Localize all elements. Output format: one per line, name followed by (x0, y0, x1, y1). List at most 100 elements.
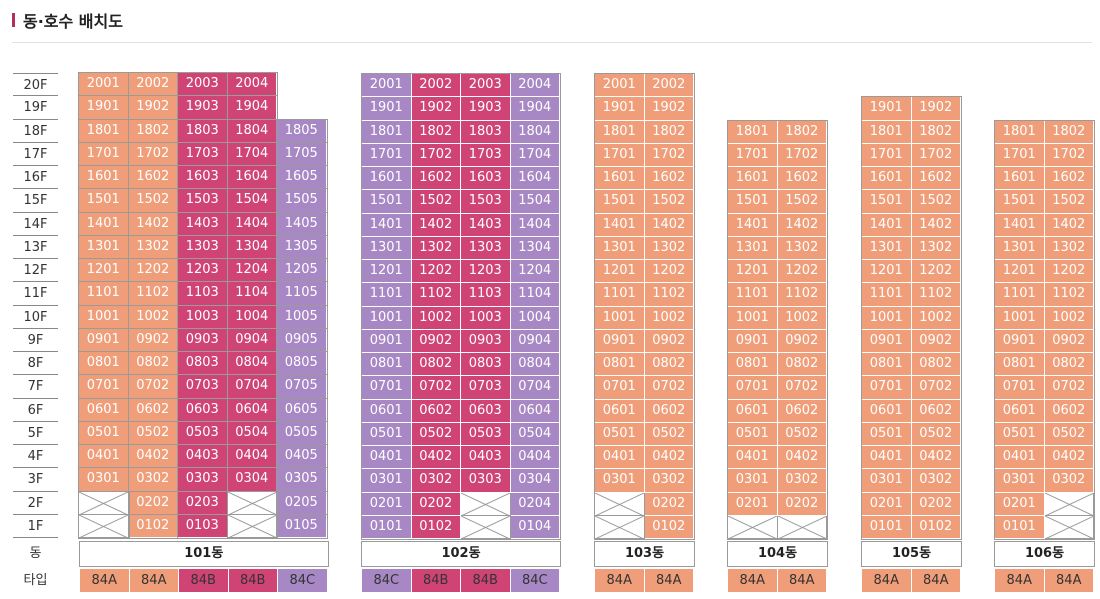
unit-cell[interactable]: 0705 (276, 374, 328, 400)
unit-cell[interactable]: 0601 (78, 397, 130, 423)
unit-cell[interactable]: 0305 (276, 467, 328, 493)
unit-cell[interactable]: 1001 (78, 304, 130, 330)
unit-cell[interactable]: 1402 (644, 213, 694, 237)
unit-cell[interactable]: 1201 (595, 260, 645, 284)
unit-cell[interactable]: 1002 (1044, 306, 1094, 330)
unit-cell[interactable]: 1004 (226, 304, 278, 330)
unit-cell[interactable]: 0801 (595, 353, 645, 377)
unit-cell[interactable]: 1101 (728, 283, 778, 307)
unit-cell[interactable]: 0601 (728, 399, 778, 423)
unit-cell[interactable]: 0701 (728, 376, 778, 400)
unit-cell[interactable]: 1204 (226, 257, 278, 284)
unit-cell[interactable]: 1903 (177, 95, 229, 121)
unit-cell[interactable]: 1402 (411, 213, 461, 237)
unit-cell[interactable]: 1001 (595, 306, 645, 330)
unit-cell[interactable]: 1302 (911, 236, 961, 260)
unit-cell[interactable]: 0503 (461, 422, 511, 446)
unit-cell[interactable]: 1501 (995, 190, 1045, 214)
unit-cell[interactable]: 1102 (1044, 283, 1094, 307)
unit-cell[interactable]: 1601 (595, 167, 645, 191)
unit-cell[interactable]: 0101 (362, 515, 412, 539)
unit-cell[interactable]: 1102 (911, 283, 961, 307)
unit-cell[interactable]: 0601 (995, 399, 1045, 423)
unit-cell[interactable]: 1502 (911, 190, 961, 214)
unit-cell[interactable]: 1103 (177, 281, 229, 307)
unit-cell[interactable]: 1401 (728, 213, 778, 237)
unit-cell[interactable]: 0801 (78, 350, 130, 377)
unit-cell[interactable]: 0901 (995, 329, 1045, 353)
unit-cell[interactable]: 0404 (226, 443, 278, 470)
unit-cell[interactable]: 1205 (276, 257, 328, 284)
unit-cell[interactable]: 0701 (595, 376, 645, 400)
unit-cell[interactable]: 1304 (226, 234, 278, 261)
unit-cell[interactable]: 1602 (411, 167, 461, 191)
unit-cell[interactable]: 0302 (411, 469, 461, 493)
unit-cell[interactable]: 1303 (177, 234, 229, 261)
unit-cell[interactable]: 0702 (777, 376, 827, 400)
unit-cell[interactable]: 0102 (644, 515, 694, 539)
unit-cell[interactable]: 0801 (862, 353, 912, 377)
unit-cell[interactable]: 1903 (461, 97, 511, 121)
unit-cell[interactable]: 1901 (862, 97, 912, 121)
unit-cell[interactable]: 2001 (78, 71, 130, 98)
unit-cell[interactable]: 1503 (177, 188, 229, 214)
unit-cell[interactable]: 1102 (411, 283, 461, 307)
unit-cell[interactable]: 0501 (595, 422, 645, 446)
unit-cell[interactable]: 0401 (362, 446, 412, 470)
unit-cell[interactable]: 1901 (595, 97, 645, 121)
unit-cell[interactable]: 1901 (362, 97, 412, 121)
unit-cell[interactable]: 1604 (226, 164, 278, 191)
unit-cell[interactable]: 0902 (644, 329, 694, 353)
unit-cell[interactable]: 0902 (411, 329, 461, 353)
unit-cell[interactable]: 1904 (510, 97, 560, 121)
unit-cell[interactable]: 1501 (78, 188, 130, 214)
unit-cell[interactable]: 0303 (461, 469, 511, 493)
unit-cell[interactable]: 0902 (911, 329, 961, 353)
unit-cell[interactable]: 1602 (911, 167, 961, 191)
unit-cell[interactable]: 1505 (276, 188, 328, 214)
unit-cell[interactable]: 1502 (127, 188, 179, 214)
unit-cell[interactable]: 0401 (595, 446, 645, 470)
unit-cell[interactable]: 0601 (362, 399, 412, 423)
unit-cell[interactable]: 1204 (510, 260, 560, 284)
unit-cell[interactable]: 2003 (461, 74, 511, 98)
unit-cell[interactable]: 0402 (127, 443, 179, 470)
unit-cell[interactable]: 1201 (362, 260, 412, 284)
unit-cell[interactable]: 1802 (127, 118, 179, 144)
unit-cell[interactable]: 0102 (411, 515, 461, 539)
unit-cell[interactable]: 0301 (728, 469, 778, 493)
unit-cell[interactable]: 0201 (728, 492, 778, 516)
unit-cell[interactable]: 0602 (411, 399, 461, 423)
unit-cell[interactable]: 1802 (411, 120, 461, 144)
unit-cell[interactable]: 0802 (911, 353, 961, 377)
unit-cell[interactable]: 1001 (862, 306, 912, 330)
unit-cell[interactable]: 1702 (127, 141, 179, 168)
unit-cell[interactable]: 1802 (1044, 120, 1094, 144)
unit-cell[interactable]: 1703 (461, 143, 511, 167)
unit-cell[interactable]: 0203 (177, 490, 229, 516)
unit-cell[interactable]: 1601 (78, 164, 130, 191)
unit-cell[interactable]: 1902 (411, 97, 461, 121)
unit-cell[interactable]: 0301 (362, 469, 412, 493)
unit-cell[interactable]: 1305 (276, 234, 328, 261)
unit-cell[interactable]: 1101 (78, 281, 130, 307)
unit-cell[interactable]: 0405 (276, 443, 328, 470)
unit-cell[interactable]: 0105 (276, 513, 328, 540)
unit-cell[interactable]: 0205 (276, 490, 328, 516)
unit-cell[interactable]: 1902 (911, 97, 961, 121)
unit-cell[interactable]: 0302 (777, 469, 827, 493)
unit-cell[interactable]: 1602 (127, 164, 179, 191)
unit-cell[interactable]: 0304 (226, 467, 278, 493)
unit-cell[interactable]: 0501 (362, 422, 412, 446)
unit-cell[interactable]: 1202 (644, 260, 694, 284)
unit-cell[interactable]: 0701 (78, 374, 130, 400)
unit-cell[interactable]: 1601 (995, 167, 1045, 191)
unit-cell[interactable]: 1801 (595, 120, 645, 144)
unit-cell[interactable]: 1401 (862, 213, 912, 237)
unit-cell[interactable]: 0803 (177, 350, 229, 377)
unit-cell[interactable]: 1002 (911, 306, 961, 330)
unit-cell[interactable]: 1901 (78, 95, 130, 121)
unit-cell[interactable]: 0902 (127, 327, 179, 354)
unit-cell[interactable]: 0803 (461, 353, 511, 377)
unit-cell[interactable]: 1303 (461, 236, 511, 260)
